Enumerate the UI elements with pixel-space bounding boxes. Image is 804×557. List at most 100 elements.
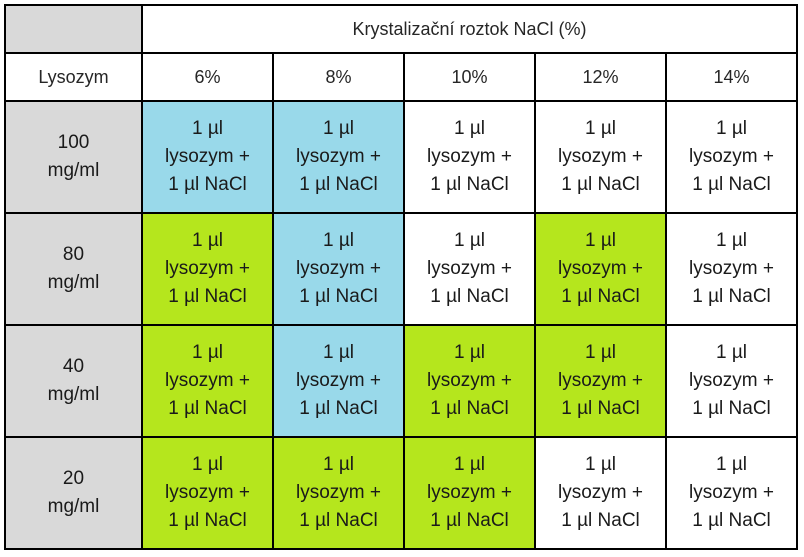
- table-cell: 1 µl lysozym + 1 µl NaCl: [141, 324, 274, 438]
- table-cell: 1 µl lysozym + 1 µl NaCl: [664, 100, 799, 214]
- cell-line: 1 µl: [716, 230, 748, 251]
- header-row-concentrations: Lysozym 6% 8% 10% 12% 14%: [4, 52, 799, 102]
- table-cell: 1 µl lysozym + 1 µl NaCl: [272, 212, 405, 326]
- cell-line: 1 µl NaCl: [299, 174, 378, 195]
- cell-line: 1 µl NaCl: [168, 398, 247, 419]
- cell-line: 1 µl: [453, 454, 485, 475]
- cell-line: lysozym +: [558, 370, 643, 391]
- cell-line: 1 µl: [191, 342, 223, 363]
- cell-line: lysozym +: [296, 258, 381, 279]
- table-cell: 1 µl lysozym + 1 µl NaCl: [534, 212, 667, 326]
- cell-line: 1 µl: [322, 342, 354, 363]
- lysozyme-header: Lysozym: [4, 52, 143, 102]
- cell-line: 1 µl: [716, 454, 748, 475]
- cell-line: 1 µl NaCl: [692, 398, 771, 419]
- table-cell: 1 µl lysozym + 1 µl NaCl: [534, 324, 667, 438]
- cell-line: 1 µl NaCl: [168, 510, 247, 531]
- table-cell: 1 µl lysozym + 1 µl NaCl: [141, 436, 274, 550]
- cell-line: lysozym +: [165, 146, 250, 167]
- cell-line: 1 µl NaCl: [692, 510, 771, 531]
- column-header-14: 14%: [664, 52, 799, 102]
- cell-line: 1 µl NaCl: [430, 174, 509, 195]
- table-cell: 1 µl lysozym + 1 µl NaCl: [664, 212, 799, 326]
- table-cell: 1 µl lysozym + 1 µl NaCl: [664, 436, 799, 550]
- table-cell: 1 µl lysozym + 1 µl NaCl: [272, 324, 405, 438]
- table-cell: 1 µl lysozym + 1 µl NaCl: [141, 212, 274, 326]
- row-label-unit: mg/ml: [47, 496, 100, 517]
- cell-line: 1 µl NaCl: [561, 510, 640, 531]
- cell-line: 1 µl NaCl: [299, 510, 378, 531]
- row-label-value: 20: [62, 468, 85, 489]
- cell-line: lysozym +: [558, 146, 643, 167]
- cell-line: lysozym +: [689, 370, 775, 391]
- cell-line: 1 µl NaCl: [430, 286, 509, 307]
- table-row: 20 mg/ml 1 µl lysozym + 1 µl NaCl 1 µl lysozym…: [4, 436, 799, 550]
- cell-line: 1 µl: [716, 118, 748, 139]
- cell-line: 1 µl: [453, 230, 485, 251]
- cell-line: 1 µl NaCl: [430, 398, 509, 419]
- row-label-concentration: 40 mg/ml: [4, 324, 143, 438]
- cell-line: 1 µl: [716, 342, 748, 363]
- cell-line: 1 µl: [322, 118, 354, 139]
- cell-line: 1 µl NaCl: [692, 286, 771, 307]
- column-header-6: 6%: [141, 52, 274, 102]
- cell-line: lysozym +: [689, 146, 775, 167]
- table-cell: 1 µl lysozym + 1 µl NaCl: [534, 436, 667, 550]
- table-cell: 1 µl lysozym + 1 µl NaCl: [403, 324, 536, 438]
- cell-line: 1 µl: [453, 342, 485, 363]
- cell-line: 1 µl: [322, 230, 354, 251]
- table-cell: 1 µl lysozym + 1 µl NaCl: [403, 212, 536, 326]
- row-label-unit: mg/ml: [47, 384, 100, 405]
- cell-line: 1 µl: [191, 230, 223, 251]
- nacl-solution-header: Krystalizační roztok NaCl (%): [140, 4, 799, 54]
- row-label-value: 40: [62, 356, 85, 377]
- column-header-10: 10%: [403, 52, 536, 102]
- row-label-value: 100: [57, 132, 90, 153]
- cell-line: 1 µl: [322, 454, 354, 475]
- cell-line: 1 µl NaCl: [430, 510, 509, 531]
- table-cell: 1 µl lysozym + 1 µl NaCl: [403, 100, 536, 214]
- cell-line: 1 µl NaCl: [299, 398, 378, 419]
- table-cell: 1 µl lysozym + 1 µl NaCl: [272, 436, 405, 550]
- row-label-concentration: 80 mg/ml: [4, 212, 143, 326]
- column-header-12: 12%: [534, 52, 667, 102]
- row-label-unit: mg/ml: [47, 160, 100, 181]
- cell-line: lysozym +: [689, 258, 775, 279]
- cell-line: lysozym +: [558, 482, 643, 503]
- cell-line: lysozym +: [296, 146, 381, 167]
- cell-line: 1 µl NaCl: [168, 286, 247, 307]
- row-label-concentration: 100 mg/ml: [4, 100, 143, 214]
- cell-line: lysozym +: [689, 482, 775, 503]
- cell-line: lysozym +: [427, 370, 512, 391]
- row-label-unit: mg/ml: [47, 272, 100, 293]
- cell-line: 1 µl NaCl: [168, 174, 247, 195]
- cell-line: lysozym +: [427, 482, 512, 503]
- cell-line: 1 µl: [191, 454, 223, 475]
- cell-line: 1 µl: [584, 118, 616, 139]
- cell-line: lysozym +: [165, 370, 250, 391]
- cell-line: 1 µl: [584, 230, 616, 251]
- cell-line: lysozym +: [296, 370, 381, 391]
- corner-empty-cell: [4, 4, 143, 54]
- table-row: 40 mg/ml 1 µl lysozym + 1 µl NaCl 1 µl lysozym…: [4, 324, 799, 438]
- cell-line: 1 µl NaCl: [692, 174, 771, 195]
- cell-line: 1 µl: [584, 342, 616, 363]
- cell-line: 1 µl: [191, 118, 223, 139]
- cell-line: lysozym +: [427, 258, 512, 279]
- cell-line: 1 µl: [453, 118, 485, 139]
- table-cell: 1 µl lysozym + 1 µl NaCl: [534, 100, 667, 214]
- table-row: 100 mg/ml 1 µl lysozym + 1 µl NaCl 1 µl lysozy…: [4, 100, 799, 214]
- cell-line: lysozym +: [165, 482, 250, 503]
- lysozyme-crystallization-table: Krystalizační roztok NaCl (%) Lysozym 6%…: [4, 4, 799, 550]
- cell-line: 1 µl NaCl: [299, 286, 378, 307]
- cell-line: lysozym +: [427, 146, 512, 167]
- table-cell: 1 µl lysozym + 1 µl NaCl: [272, 100, 405, 214]
- data-rows: 100 mg/ml 1 µl lysozym + 1 µl NaCl 1 µl lysozy…: [4, 100, 799, 550]
- table-row: 80 mg/ml 1 µl lysozym + 1 µl NaCl 1 µl lysozym…: [4, 212, 799, 326]
- cell-line: 1 µl NaCl: [561, 398, 640, 419]
- row-label-value: 80: [62, 244, 85, 265]
- column-header-8: 8%: [272, 52, 405, 102]
- cell-line: 1 µl: [584, 454, 616, 475]
- table-cell: 1 µl lysozym + 1 µl NaCl: [141, 100, 274, 214]
- cell-line: 1 µl NaCl: [561, 286, 640, 307]
